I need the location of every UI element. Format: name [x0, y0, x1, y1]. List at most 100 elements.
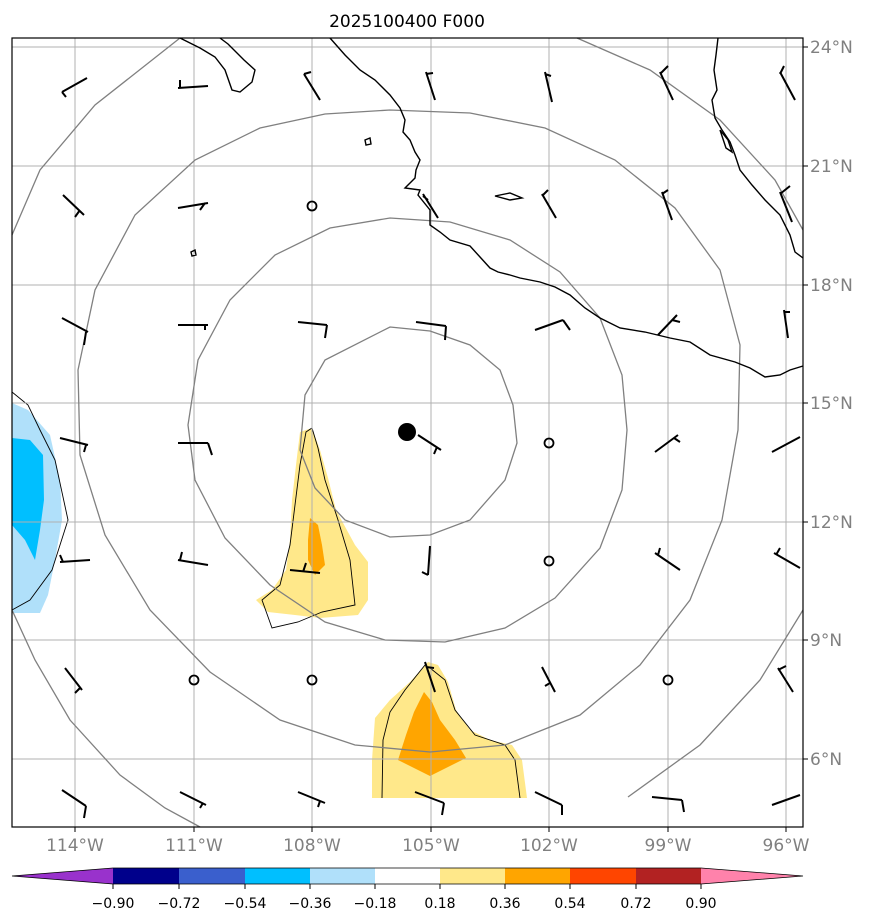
- wind-barb: [61, 789, 87, 819]
- range-ring-4: [11, 37, 804, 828]
- colorbar-label: 0.54: [554, 896, 585, 912]
- wind-barb: [779, 185, 793, 223]
- wind-barb: [661, 189, 673, 221]
- lon-label: 96°W: [763, 836, 810, 856]
- wind-barb: [417, 434, 442, 455]
- longitude-labels: 114°W 111°W 108°W 105°W 102°W 99°W 96°W: [46, 827, 810, 856]
- storm-center-marker: [398, 423, 416, 441]
- wind-barb: [422, 193, 439, 219]
- colorbar-segment: [113, 868, 179, 884]
- wind-barb: [771, 436, 801, 453]
- colorbar-segment: [636, 868, 701, 884]
- wind-barb: [289, 562, 321, 574]
- calm-circle: [543, 437, 555, 449]
- negative-shade-mid: [12, 438, 44, 560]
- coastline-lake-chapala: [494, 192, 525, 201]
- lon-label: 111°W: [165, 836, 223, 856]
- colorbar-label: −0.54: [224, 896, 267, 912]
- calm-markers: [188, 200, 674, 686]
- colorbar-label: −0.72: [158, 896, 201, 912]
- contour-west: [11, 391, 69, 611]
- wind-barb: [177, 80, 209, 89]
- wind-barb: [297, 791, 326, 808]
- wind-barb: [424, 661, 436, 693]
- wind-barb: [771, 794, 801, 806]
- wind-barb: [534, 319, 571, 331]
- coastline-islas-tres-marias: [364, 137, 372, 146]
- range-ring-1: [299, 326, 518, 538]
- wind-barb: [179, 791, 207, 809]
- wind-barb: [297, 321, 328, 339]
- wind-barb: [177, 202, 209, 211]
- wind-barb: [659, 65, 674, 101]
- wind-barb: [59, 554, 91, 563]
- calm-circle: [543, 555, 555, 567]
- wind-barb: [544, 71, 553, 103]
- coastline-yucatan-edge: [719, 129, 734, 154]
- wind-barb: [534, 791, 563, 815]
- colorbar-segment: [375, 868, 440, 884]
- calm-circle: [306, 674, 318, 686]
- graticule: [12, 38, 803, 827]
- lat-label: 12°N: [810, 513, 853, 533]
- colorbar-label: −0.18: [354, 896, 397, 912]
- wind-barb: [779, 65, 796, 101]
- lon-label: 99°W: [645, 836, 692, 856]
- colorbar-segment: [245, 868, 310, 884]
- lon-label: 102°W: [520, 836, 578, 856]
- wind-barb: [303, 71, 321, 101]
- lat-label: 21°N: [810, 157, 853, 177]
- wind-barb: [777, 665, 794, 693]
- lon-label: 105°W: [402, 836, 460, 856]
- lat-label: 9°N: [810, 631, 842, 651]
- wind-barb: [178, 324, 208, 330]
- colorbar-extend-min: [12, 868, 113, 884]
- colorbar-extend-max: [701, 868, 803, 884]
- wind-barb: [64, 667, 83, 694]
- map-panel: [11, 37, 804, 828]
- figure-title: 2025100400 F000: [329, 12, 485, 32]
- wind-barbs: [59, 65, 801, 819]
- calm-circle: [662, 674, 674, 686]
- latitude-labels: 24°N 21°N 18°N 15°N 12°N 9°N 6°N: [803, 38, 853, 770]
- colorbar-segment: [179, 868, 245, 884]
- wind-barb: [783, 309, 790, 339]
- colorbar-label: −0.90: [92, 896, 135, 912]
- colorbar-segment: [310, 868, 375, 884]
- colorbar-segment: [440, 868, 505, 884]
- colorbar-label: 0.18: [424, 896, 455, 912]
- colorbar-label: −0.36: [289, 896, 332, 912]
- wind-barb: [654, 547, 681, 571]
- wind-barb: [62, 194, 85, 218]
- contour-center-2: [429, 667, 521, 799]
- lat-label: 6°N: [810, 750, 842, 770]
- coastline-gulf-side: [711, 37, 804, 259]
- wind-barb: [541, 189, 557, 219]
- coastline: [179, 37, 804, 378]
- calm-circle: [188, 674, 200, 686]
- wind-barb: [61, 317, 89, 346]
- colorbar-segment: [570, 868, 636, 884]
- colorbar-ticks: [112, 884, 702, 889]
- wind-barb: [654, 434, 681, 453]
- colorbar-label: 0.72: [620, 896, 651, 912]
- lat-label: 15°N: [810, 394, 853, 414]
- map-frame: [11, 37, 804, 828]
- wind-barb: [178, 442, 213, 456]
- coastline-mexico-mainland: [329, 37, 804, 378]
- wind-barb: [657, 314, 681, 336]
- positive-shade-mid-2: [398, 692, 466, 776]
- wind-barb: [541, 666, 556, 693]
- coastline-islet: [190, 248, 197, 257]
- range-rings: [11, 37, 804, 828]
- colorbar: −0.90 −0.72 −0.54 −0.36 −0.18 0.18 0.36 …: [11, 867, 804, 912]
- wind-barb: [414, 791, 445, 816]
- lat-label: 24°N: [810, 38, 853, 58]
- wind-barb: [61, 77, 88, 98]
- wind-barb: [773, 547, 801, 569]
- lon-label: 114°W: [46, 836, 104, 856]
- lon-label: 108°W: [283, 836, 341, 856]
- range-ring-2: [187, 217, 628, 643]
- contour-center-1: [261, 427, 356, 629]
